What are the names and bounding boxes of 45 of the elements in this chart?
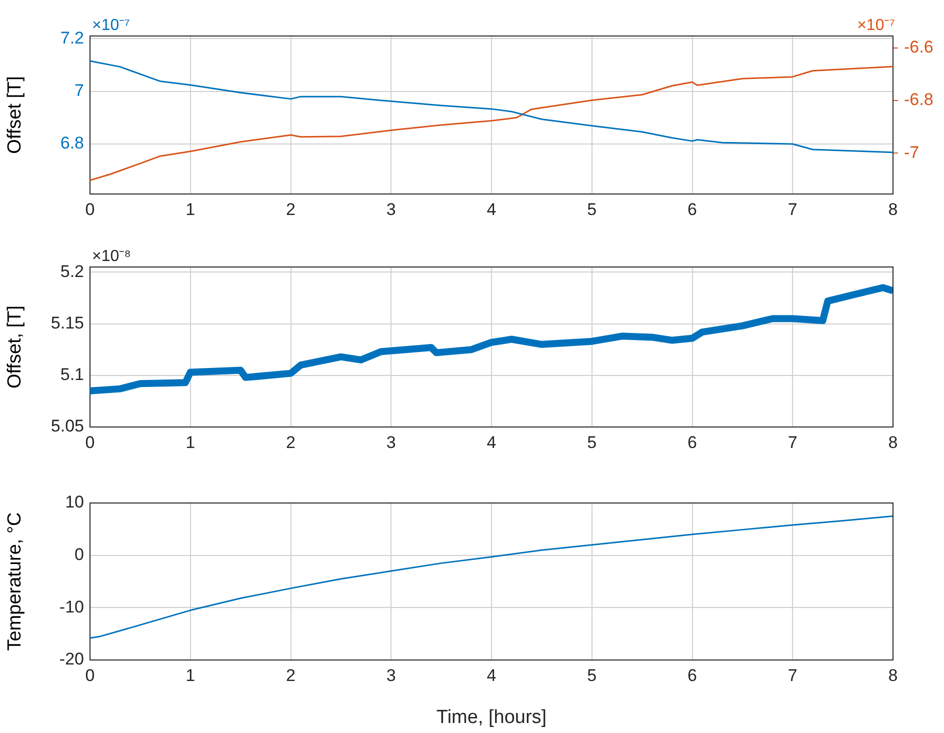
y-tick-label: 7.2	[60, 28, 84, 48]
y2-tick-label: -7	[904, 142, 920, 162]
x-tick-label: 4	[486, 200, 496, 219]
x-tick-label: 7	[788, 200, 798, 219]
x-tick-label: 6	[688, 666, 697, 685]
x-tick-label: 8	[888, 432, 898, 452]
x-tick-label: 5	[587, 666, 597, 685]
text: ×10⁻⁷	[92, 17, 130, 34]
y2-tick-label: -6.8	[904, 90, 934, 110]
x-tick-label: 2	[286, 666, 296, 685]
y-axis-title: Temperature, °C	[4, 512, 26, 651]
y-tick-label: 0	[74, 545, 84, 564]
x-tick-label: 1	[186, 666, 196, 685]
x-tick-label: 1	[186, 432, 196, 452]
y-tick-label: 5.05	[50, 416, 84, 436]
y-tick-label: 5.2	[60, 262, 84, 281]
y-axis-title: Offset [T]	[4, 76, 26, 154]
y-tick-label: 5.15	[50, 313, 84, 332]
x-axis-title: Time, [hours]	[436, 706, 547, 728]
x-tick-label: 5	[587, 432, 597, 452]
x-tick-label: 2	[286, 432, 296, 452]
y-tick-label: 10	[65, 492, 84, 512]
x-tick-label: 3	[386, 666, 396, 685]
x-tick-label: 7	[788, 432, 798, 452]
x-tick-label: 6	[688, 200, 697, 219]
x-tick-label: 5	[587, 200, 597, 219]
x-tick-label: 2	[286, 200, 296, 219]
x-tick-label: 8	[888, 666, 898, 685]
y-tick-label: -20	[59, 650, 84, 669]
x-tick-label: 4	[486, 432, 496, 452]
y-axis-title: Offset, [T]	[4, 305, 26, 389]
x-tick-label: 7	[788, 666, 798, 685]
y-tick-label: -10	[59, 597, 84, 616]
x-tick-label: 3	[386, 432, 396, 452]
y2-tick-label: -6.6	[904, 38, 934, 57]
text: ×10⁻⁷	[857, 17, 896, 34]
y-tick-label: 5.1	[60, 365, 84, 384]
x-tick-label: 6	[688, 432, 697, 452]
x-tick-label: 4	[486, 666, 496, 685]
y-tick-label: 6.8	[60, 134, 84, 153]
x-tick-label: 8	[888, 200, 898, 219]
x-tick-label: 3	[386, 200, 396, 219]
text: ×10⁻⁸	[92, 248, 131, 265]
x-tick-label: 1	[186, 200, 196, 219]
y-tick-label: 7	[74, 80, 84, 100]
